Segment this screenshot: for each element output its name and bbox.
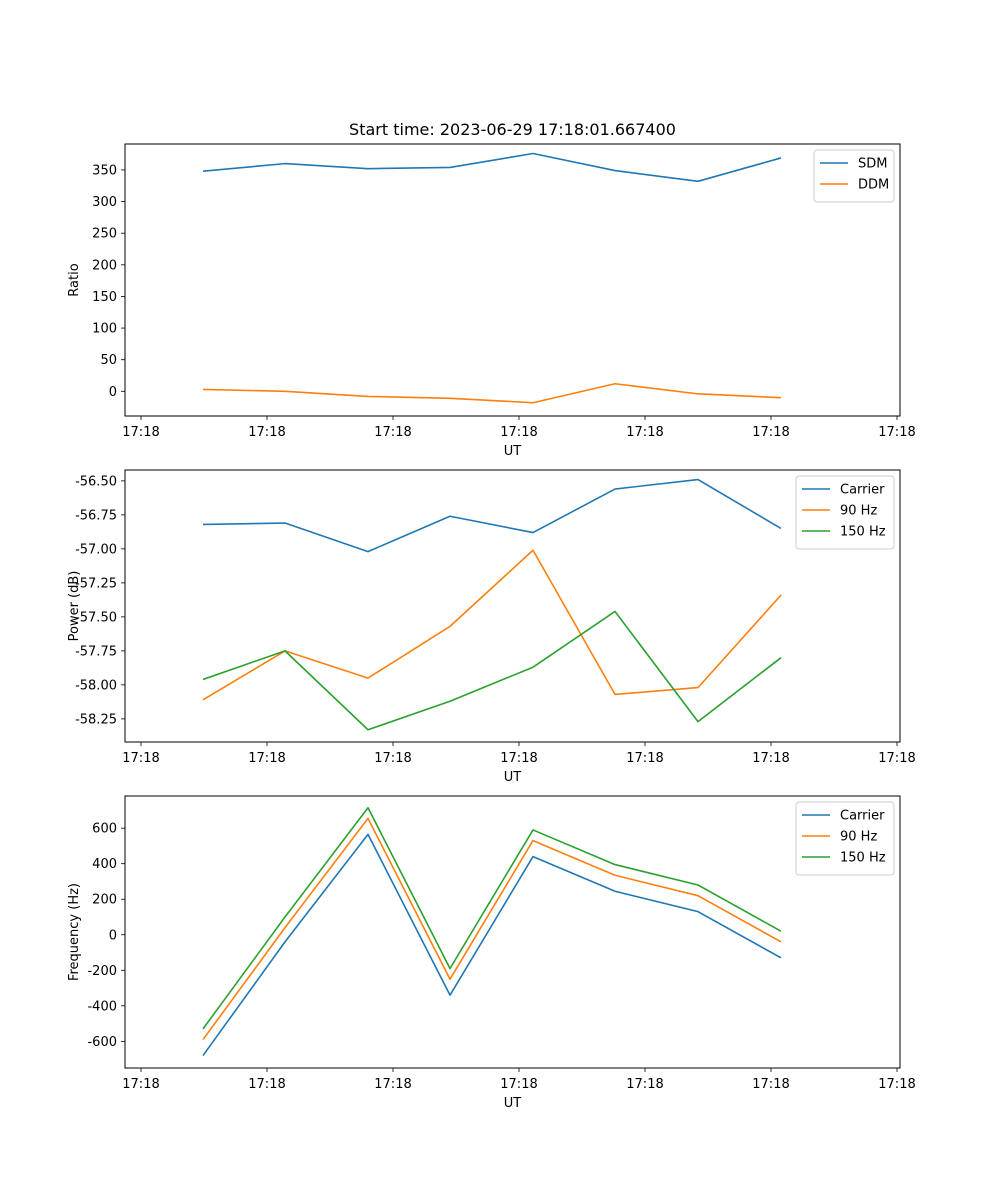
x-axis-label: UT: [504, 770, 522, 785]
x-tick-label: 17:18: [374, 751, 411, 766]
x-tick-label: 17:18: [626, 425, 663, 440]
x-tick-label: 17:18: [374, 1077, 411, 1092]
subplot-3: -600 -400 -200 0 200 400 600 17:18 17:18 17:18 17:…: [67, 795, 916, 1111]
series-line-carrier: [202, 478, 782, 553]
y-tick-label: 0: [109, 928, 117, 943]
series-line-90-hz: [202, 549, 782, 701]
y-tick-label: 200: [92, 258, 117, 273]
axes-frame: [124, 795, 901, 1069]
series-line-90-hz: [202, 817, 782, 1041]
x-tick-label: 17:18: [374, 425, 411, 440]
y-tick-label: 300: [92, 195, 117, 210]
x-tick-label: 17:18: [248, 425, 285, 440]
y-tick-label: 250: [92, 227, 117, 242]
x-tick-label: 17:18: [752, 425, 789, 440]
x-tick-label: 17:18: [878, 751, 915, 766]
axes-frame: [124, 469, 901, 743]
series-line-carrier: [202, 833, 782, 1057]
x-tick-label: 17:18: [752, 1077, 789, 1092]
legend: Carrier 90 Hz 150 Hz: [795, 475, 895, 550]
y-tick-label: -57.75: [75, 644, 117, 659]
series-line-150-hz: [202, 806, 782, 1030]
x-tick-label: 17:18: [248, 751, 285, 766]
x-tick-label: 17:18: [248, 1077, 285, 1092]
subplot-2: -58.25 -58.00 -57.75 -57.50 -57.25 -57.00 -56.…: [67, 469, 916, 785]
legend-label: DDM: [858, 178, 889, 193]
y-tick-label: -400: [87, 999, 117, 1014]
x-tick-label: 17:18: [500, 425, 537, 440]
y-tick-label: 200: [92, 893, 117, 908]
legend-label: Carrier: [840, 483, 885, 498]
y-tick-label: 350: [92, 163, 117, 178]
subplot-1: Start time: 2023-06-29 17:18:01.667400 0 5…: [67, 120, 916, 459]
x-tick-label: 17:18: [122, 425, 159, 440]
y-tick-label: 0: [109, 385, 117, 400]
y-tick-label: -600: [87, 1035, 117, 1050]
x-tick-label: 17:18: [752, 751, 789, 766]
x-axis-label: UT: [504, 444, 522, 459]
y-tick-label: -57.00: [75, 542, 117, 557]
x-tick-label: 17:18: [626, 751, 663, 766]
y-tick-label: 600: [92, 822, 117, 837]
x-tick-label: 17:18: [122, 751, 159, 766]
legend-label: Carrier: [840, 809, 885, 824]
y-tick-label: 50: [100, 353, 117, 368]
y-axis-label: Ratio: [67, 263, 82, 296]
series-line-ddm: [202, 382, 782, 404]
y-tick-label: -58.25: [75, 712, 117, 727]
y-tick-label: -58.00: [75, 678, 117, 693]
legend-label: 150 Hz: [840, 525, 886, 540]
x-tick-label: 17:18: [500, 1077, 537, 1092]
y-tick-label: 150: [92, 290, 117, 305]
x-tick-label: 17:18: [500, 751, 537, 766]
x-tick-label: 17:18: [878, 1077, 915, 1092]
x-tick-label: 17:18: [626, 1077, 663, 1092]
y-tick-label: 400: [92, 857, 117, 872]
series-line-150-hz: [202, 610, 782, 731]
legend: Carrier 90 Hz 150 Hz: [795, 801, 895, 876]
y-tick-label: -200: [87, 964, 117, 979]
y-axis-label: Frequency (Hz): [67, 883, 82, 981]
y-tick-label: -57.50: [75, 610, 117, 625]
legend-label: 90 Hz: [840, 830, 877, 845]
x-axis-label: UT: [504, 1096, 522, 1111]
chart-title: Start time: 2023-06-29 17:18:01.667400: [349, 120, 676, 139]
legend: SDM DDM: [813, 149, 895, 203]
y-tick-label: -57.25: [75, 576, 117, 591]
legend-label: 90 Hz: [840, 504, 877, 519]
x-tick-label: 17:18: [878, 425, 915, 440]
y-tick-label: -56.75: [75, 508, 117, 523]
series-line-sdm: [202, 152, 782, 183]
x-tick-label: 17:18: [122, 1077, 159, 1092]
legend-label: 150 Hz: [840, 851, 886, 866]
y-tick-label: 100: [92, 322, 117, 337]
axes-frame: [124, 143, 901, 417]
y-axis-label: Power (dB): [67, 571, 82, 642]
legend-label: SDM: [858, 157, 887, 172]
y-tick-label: -56.50: [75, 474, 117, 489]
